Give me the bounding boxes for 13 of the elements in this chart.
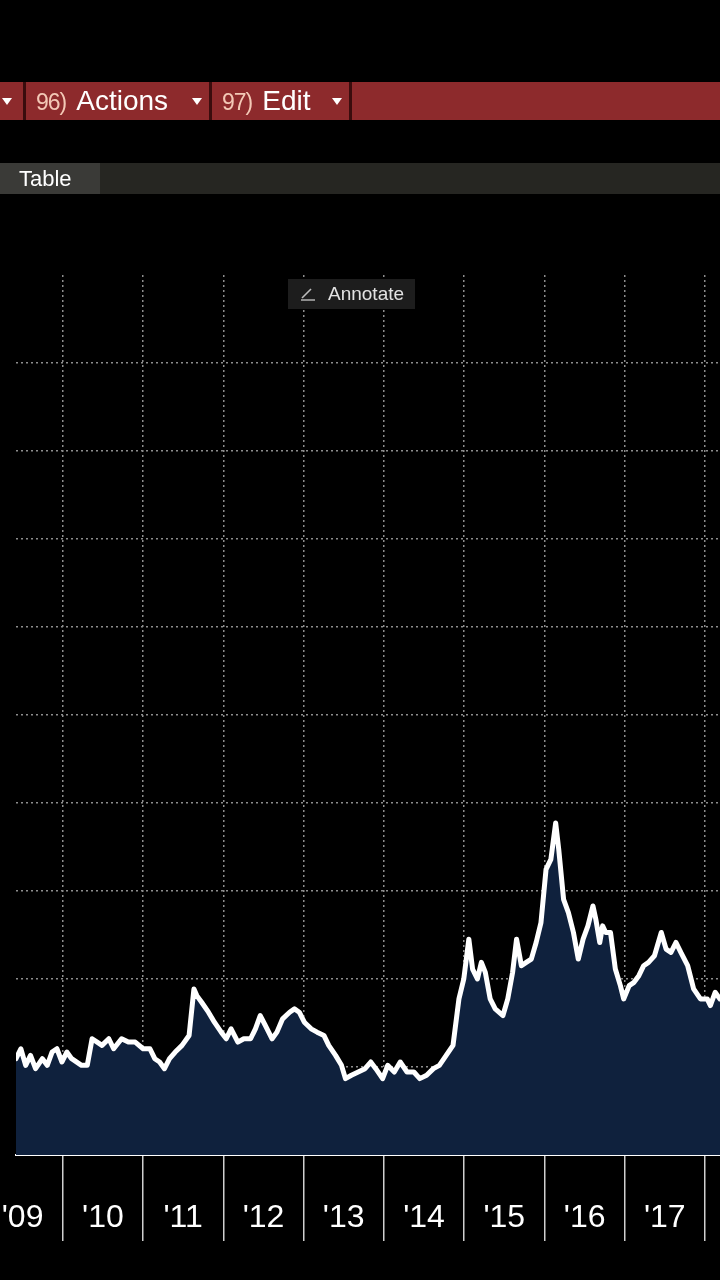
tab: Table [0, 163, 100, 194]
x-tick-label: '12 [242, 1198, 285, 1235]
button: Annotate [288, 279, 415, 309]
x-tick-label: '14 [403, 1198, 445, 1235]
x-tick-label: '09 [1, 1198, 44, 1235]
dropdown-button: 97) Edit [212, 82, 352, 120]
x-tick-label: '11 [163, 1198, 203, 1235]
x-tick-label: '10 [82, 1198, 124, 1235]
x-tick-label: '15 [483, 1198, 526, 1235]
dropdown-button: 96) Actions [26, 82, 212, 120]
x-tick-label: '16 [563, 1198, 606, 1235]
x-tick-label: '13 [322, 1198, 365, 1235]
x-tick-label: '17 [643, 1198, 686, 1235]
